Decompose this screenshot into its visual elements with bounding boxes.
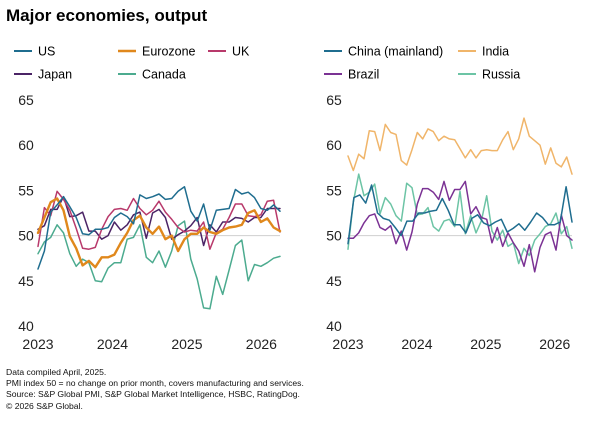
x-tick-label: 2024 [97,336,128,352]
x-tick-label: 2024 [401,336,432,352]
series-line-canada [37,220,281,310]
y-tick-label: 40 [326,318,342,334]
y-tick-label: 60 [18,137,34,153]
y-tick-label: 45 [18,273,34,289]
x-tick-label: 2023 [332,336,363,352]
y-tick-label: 50 [326,228,342,244]
series-line-eurozone [36,197,282,269]
left-chart-panel: 40 45 50 55 60 65 2023 2024 2025 2026 US Eurozone UK… [14,45,282,352]
page-title: Major economies, output [6,6,208,25]
legend-label: US [38,45,55,59]
legend-label: UK [232,45,250,59]
legend-label: Eurozone [142,45,196,59]
footnote-line: Data compiled April, 2025. [6,367,107,377]
y-tick-label: 50 [18,228,34,244]
x-tick-label: 2025 [470,336,501,352]
y-tick-label: 65 [326,92,342,108]
x-tick-label: 2026 [246,336,277,352]
legend-item: Eurozone [118,45,196,59]
series-line-india [347,117,573,175]
footnotes: Data compiled April, 2025. PMI index 50 … [6,367,304,412]
legend-label: Canada [142,68,186,82]
legend-item: UK [208,45,250,59]
x-tick-label: 2025 [171,336,202,352]
legend-label: Japan [38,68,72,82]
series-line-uk [37,190,281,250]
right-chart-panel: 40 45 50 55 60 65 2023 2024 2025 2026 China (mainl… [324,45,573,352]
series-line-russia [347,173,573,265]
x-tick-label: 2026 [539,336,570,352]
series-line-brazil [347,180,573,273]
series-line-japan [37,195,281,247]
legend-item: Japan [14,68,72,82]
legend-item: India [458,45,509,59]
y-tick-label: 45 [326,273,342,289]
legend-label: India [482,45,509,59]
legend-item: US [14,45,55,59]
legend-label: Brazil [348,68,379,82]
legend-item: China (mainland) [324,45,443,59]
y-tick-label: 40 [18,318,34,334]
y-tick-label: 65 [18,92,34,108]
series-line-us [37,186,281,270]
legend-item: Brazil [324,68,379,82]
copyright-line: © 2026 S&P Global. [6,400,83,411]
legend-label: Russia [482,68,520,82]
series-line-china-mainland [347,184,573,245]
source-line: Source: S&P Global PMI, S&P Global Marke… [6,389,300,400]
footnote-line: PMI index 50 = no change on prior month,… [6,378,304,389]
legend-label: China (mainland) [348,45,443,59]
y-tick-label: 60 [326,137,342,153]
x-tick-label: 2023 [22,336,53,352]
legend-item: Russia [458,68,520,82]
y-tick-label: 55 [326,182,342,198]
legend-item: Canada [118,68,186,82]
y-tick-label: 55 [18,182,34,198]
